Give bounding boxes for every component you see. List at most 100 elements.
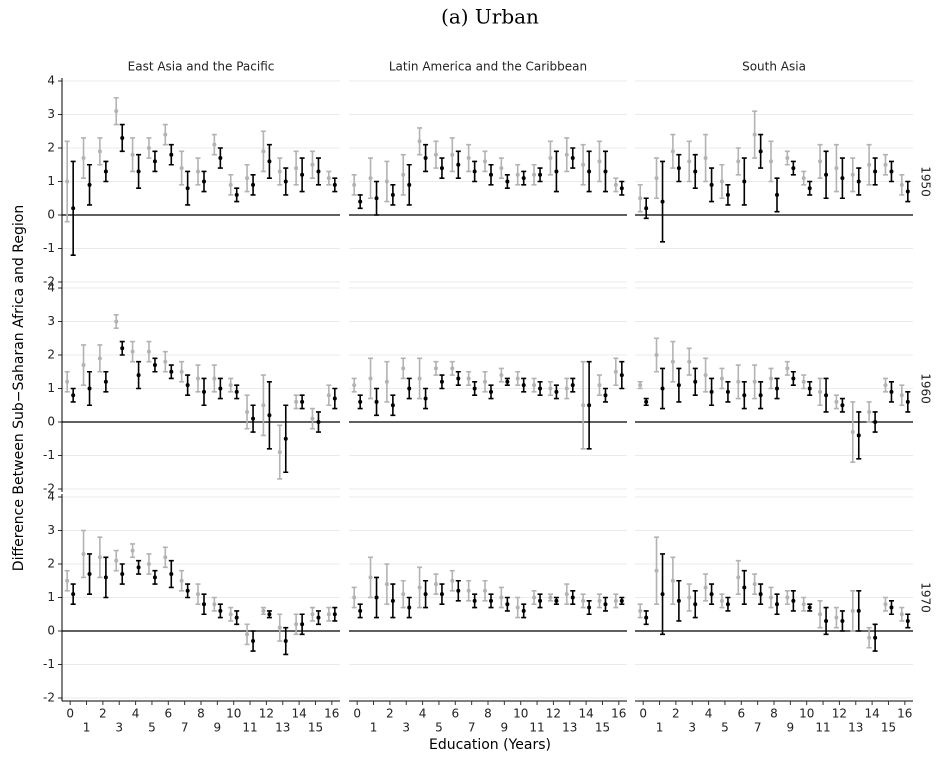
point [433, 152, 438, 157]
point [368, 376, 373, 381]
point [581, 162, 586, 167]
point [390, 192, 395, 197]
point [130, 548, 135, 553]
point [163, 359, 168, 364]
point [564, 386, 569, 391]
x-tick-label: 13 [848, 721, 863, 735]
point [834, 399, 839, 404]
point [564, 152, 569, 157]
point [791, 376, 796, 381]
point [103, 575, 108, 580]
point [71, 206, 76, 211]
point [613, 598, 618, 603]
point [752, 132, 757, 137]
x-tick-label: 2 [672, 707, 680, 721]
point [277, 625, 282, 630]
y-tick-label: 4 [47, 74, 55, 88]
point [332, 396, 337, 401]
point [554, 389, 559, 394]
point [450, 578, 455, 583]
point [87, 572, 92, 577]
y-tick-label: 4 [47, 490, 55, 504]
point [136, 565, 141, 570]
point [883, 383, 888, 388]
point [218, 156, 223, 161]
point [644, 206, 649, 211]
point [676, 166, 681, 171]
point [736, 379, 741, 384]
y-tick-label: 4 [47, 281, 55, 295]
row-label: 1970 [919, 582, 933, 613]
point [703, 373, 708, 378]
point [824, 172, 829, 177]
point [834, 166, 839, 171]
x-tick-label: 13 [562, 721, 577, 735]
point [439, 379, 444, 384]
point [758, 149, 763, 154]
point [873, 635, 878, 640]
point [152, 159, 157, 164]
point [867, 635, 872, 640]
point [725, 192, 730, 197]
x-tick-label: 2 [99, 707, 107, 721]
point [384, 582, 389, 587]
point [384, 179, 389, 184]
point [423, 396, 428, 401]
x-tick-label: 4 [419, 707, 427, 721]
y-tick-label: 3 [47, 107, 55, 121]
point [251, 416, 256, 421]
point [769, 376, 773, 381]
point [532, 595, 537, 600]
point [407, 182, 412, 187]
point [261, 608, 266, 613]
row-label: 1950 [919, 166, 933, 197]
point [597, 598, 602, 603]
point [660, 199, 665, 204]
point [352, 383, 357, 388]
point [81, 363, 86, 368]
point [548, 386, 553, 391]
point [384, 379, 389, 384]
point [97, 356, 102, 361]
point [807, 186, 812, 191]
point [758, 393, 763, 398]
point [785, 366, 790, 371]
point [146, 562, 151, 566]
point [316, 420, 321, 424]
point [725, 602, 730, 607]
point [807, 386, 812, 391]
point [719, 179, 724, 184]
point [489, 389, 493, 394]
point [136, 373, 141, 378]
point [401, 366, 406, 371]
point [687, 159, 692, 164]
point [818, 389, 823, 394]
point [499, 595, 504, 600]
point [374, 399, 379, 404]
point [703, 156, 708, 161]
point [703, 585, 708, 590]
point [466, 588, 471, 593]
row-label: 1960 [919, 373, 933, 404]
y-tick-label: -2 [43, 275, 55, 289]
x-tick-label: 14 [864, 707, 879, 721]
point [466, 156, 471, 161]
point [146, 146, 151, 150]
x-tick-label: 0 [639, 707, 647, 721]
point [417, 139, 422, 144]
point [532, 383, 537, 388]
x-tick-label: 15 [308, 721, 323, 735]
point [114, 558, 119, 563]
point [856, 608, 861, 613]
point [390, 403, 395, 408]
point [212, 602, 217, 607]
point [850, 172, 855, 177]
point [597, 159, 602, 164]
point [521, 176, 526, 181]
point [521, 383, 526, 388]
x-tick-label: 6 [451, 707, 459, 721]
point [234, 389, 239, 394]
point [791, 598, 796, 603]
point [65, 379, 70, 384]
point [456, 376, 461, 381]
